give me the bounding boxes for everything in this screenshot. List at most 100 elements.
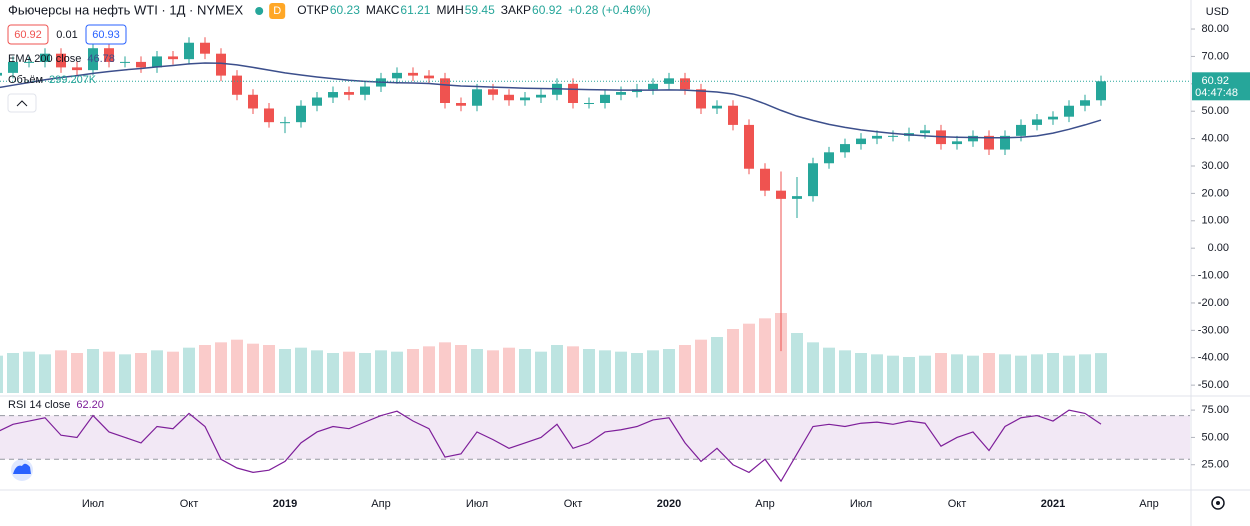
volume-bar — [903, 357, 915, 393]
volume-bar — [743, 323, 755, 393]
sell-price: 60.92 — [14, 29, 42, 41]
volume-legend-name: Объём — [8, 74, 43, 86]
buy-box[interactable] — [85, 24, 127, 45]
x-tick-label: Июл — [850, 498, 872, 510]
volume-bar — [55, 350, 67, 393]
last-price-time: 04:47:48 — [1195, 87, 1238, 99]
volume-bar — [999, 354, 1011, 393]
candle-body — [152, 56, 162, 68]
y-tick-label: 70.00 — [1201, 50, 1229, 62]
y-tick-label: -10.00 — [1198, 269, 1229, 281]
high-label: МАКС — [366, 3, 400, 17]
rsi-band — [0, 415, 1190, 460]
volume-bar — [935, 353, 947, 393]
candle-body — [0, 72, 2, 76]
y-tick-label: 40.00 — [1201, 133, 1229, 145]
candle-body — [440, 78, 450, 103]
candle-body — [1048, 116, 1058, 120]
volume-bar — [487, 350, 499, 393]
volume-bar — [983, 353, 995, 393]
candle-body — [72, 67, 82, 71]
rsi-tick-label: 25.00 — [1201, 459, 1229, 471]
x-tick-label: Апр — [755, 498, 774, 510]
x-tick-label: Апр — [371, 498, 390, 510]
volume-bar — [647, 350, 659, 393]
candle-body — [424, 75, 434, 79]
low: 59.45 — [465, 3, 495, 17]
buy-price: 60.93 — [92, 29, 120, 41]
y-tick-label: -20.00 — [1198, 297, 1229, 309]
volume-bar — [423, 346, 435, 393]
interval-badge: D — [273, 5, 281, 17]
volume-bar — [1031, 354, 1043, 393]
volume-bar — [263, 345, 275, 393]
settings-icon-core — [1216, 501, 1220, 505]
sell-box[interactable] — [7, 24, 49, 45]
symbol-title: Фьючерсы на нефть WTI · 1Д · NYMEX — [8, 2, 244, 17]
candle-body — [712, 105, 722, 109]
open-label: ОТКР — [297, 3, 329, 17]
volume-bar — [183, 347, 195, 393]
x-tick-label: Июл — [466, 498, 488, 510]
candle-body — [40, 53, 50, 62]
volume-bar — [71, 353, 83, 393]
candle-body — [744, 124, 754, 169]
volume-bar — [295, 347, 307, 393]
volume-bar — [0, 355, 3, 393]
close: 60.92 — [532, 3, 562, 17]
volume-bar — [599, 350, 611, 393]
volume-bar — [519, 349, 531, 393]
volume-bar — [311, 350, 323, 393]
candle-body — [56, 53, 66, 68]
rsi-tick-label: 75.00 — [1201, 404, 1229, 416]
y-tick-label: 0.00 — [1208, 242, 1229, 254]
close-label: ЗАКР — [501, 3, 531, 17]
candle-body — [776, 190, 786, 199]
volume-bar — [567, 346, 579, 393]
volume-bar — [119, 354, 131, 393]
candle-body — [616, 92, 626, 95]
volume-bar — [807, 342, 819, 393]
volume-bar — [103, 351, 115, 393]
settings-icon[interactable] — [1211, 496, 1225, 510]
candle-body — [728, 105, 738, 125]
y-tick-label: 50.00 — [1201, 105, 1229, 117]
x-tick-label: 2021 — [1041, 498, 1065, 510]
candle-body — [264, 108, 274, 123]
candle-body — [328, 92, 338, 98]
last-price-label: 60.92 — [1201, 75, 1229, 87]
candle-body — [200, 42, 210, 54]
volume-bar — [615, 351, 627, 393]
y-tick-label: -40.00 — [1198, 352, 1229, 364]
candle-body — [1032, 119, 1042, 125]
collapse-icon — [16, 100, 28, 107]
volume-bar — [1063, 355, 1075, 393]
volume-bar — [167, 351, 179, 393]
volume-bar — [375, 350, 387, 393]
candle-body — [312, 97, 322, 106]
volume-bar — [199, 345, 211, 393]
candle-body — [984, 135, 994, 150]
spread: 0.01 — [56, 29, 77, 41]
volume-bar — [759, 318, 771, 393]
volume-bar — [391, 351, 403, 393]
volume-bar — [919, 355, 931, 393]
x-tick-label: 2019 — [273, 498, 297, 510]
candle-body — [504, 94, 514, 101]
candle-body — [392, 72, 402, 79]
y-unit: USD — [1206, 6, 1229, 18]
x-tick-label: 2020 — [657, 498, 681, 510]
candle-body — [1064, 105, 1074, 117]
volume-bar — [855, 353, 867, 393]
candle-body — [648, 83, 658, 90]
candle-body — [280, 122, 290, 124]
collapse-button[interactable] — [7, 93, 37, 113]
volume-bar — [503, 347, 515, 393]
legend: Фьючерсы на нефть WTI · 1Д · NYMEX 60.92… — [7, 2, 1225, 510]
volume-bar — [839, 350, 851, 393]
x-tick-label: Апр — [1139, 498, 1158, 510]
x-tick-label: Июл — [82, 498, 104, 510]
volume-bar — [87, 349, 99, 393]
x-tick-label: Окт — [180, 498, 199, 510]
